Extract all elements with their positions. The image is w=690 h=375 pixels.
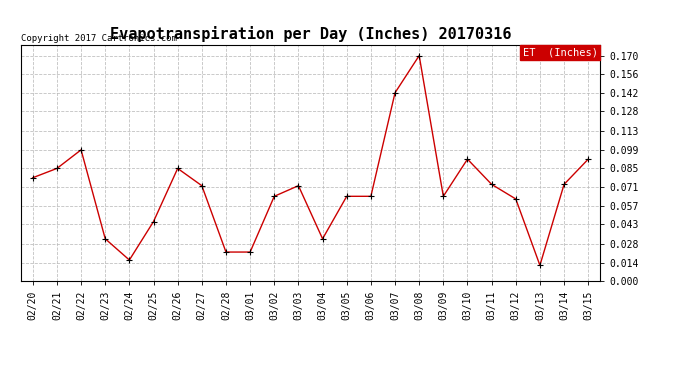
Text: ET  (Inches): ET (Inches) (522, 48, 598, 58)
Text: Copyright 2017 Cartronics.com: Copyright 2017 Cartronics.com (21, 34, 177, 43)
Title: Evapotranspiration per Day (Inches) 20170316: Evapotranspiration per Day (Inches) 2017… (110, 27, 511, 42)
